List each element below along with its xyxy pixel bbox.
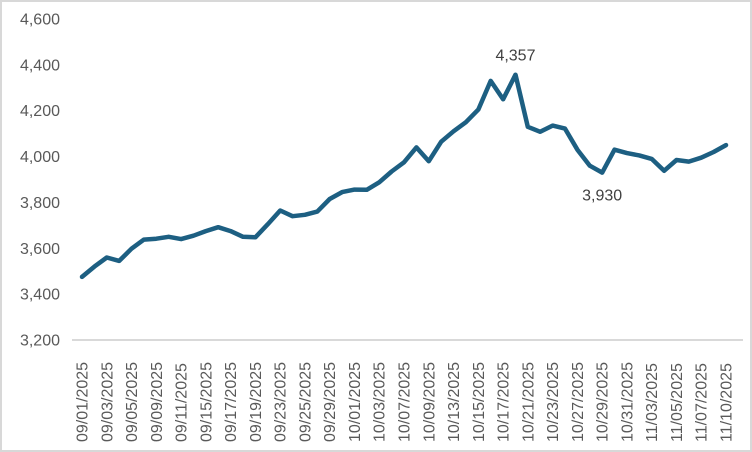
x-axis-tick-label: 10/23/2025 xyxy=(545,362,562,442)
y-axis-tick-label: 3,400 xyxy=(20,287,60,304)
x-axis-tick-label: 09/15/2025 xyxy=(198,362,215,442)
x-axis-tick-label: 10/07/2025 xyxy=(397,362,414,442)
x-axis-tick-label: 10/15/2025 xyxy=(471,362,488,442)
x-axis-tick-label: 11/07/2025 xyxy=(694,363,711,442)
x-axis-tick-label: 11/03/2025 xyxy=(644,363,661,442)
y-axis-tick-label: 3,200 xyxy=(20,333,60,350)
data-label-min: 3,930 xyxy=(582,188,622,205)
x-axis-tick-label: 09/17/2025 xyxy=(223,362,240,442)
x-axis-tick-label: 09/29/2025 xyxy=(322,362,339,442)
x-axis-tick-label: 09/01/2025 xyxy=(75,362,92,442)
x-axis-tick-label: 10/21/2025 xyxy=(520,362,537,442)
x-axis-tick-label: 09/03/2025 xyxy=(99,362,116,442)
y-axis-tick-label: 4,400 xyxy=(20,57,60,74)
y-axis-tick-label: 3,800 xyxy=(20,195,60,212)
x-axis-tick-label: 10/09/2025 xyxy=(421,362,438,442)
x-axis-tick-label: 10/01/2025 xyxy=(347,362,364,442)
y-axis-tick-label: 4,600 xyxy=(20,12,60,29)
x-axis-tick-label: 10/03/2025 xyxy=(372,362,389,442)
x-axis-tick-label: 09/25/2025 xyxy=(297,362,314,442)
x-axis-tick-label: 10/29/2025 xyxy=(595,362,612,442)
data-label-max: 4,357 xyxy=(495,48,535,65)
x-axis-tick-label: 11/10/2025 xyxy=(719,363,736,442)
x-axis-tick-label: 10/31/2025 xyxy=(619,362,636,442)
x-axis-tick-label: 09/09/2025 xyxy=(149,362,166,442)
x-axis-tick-label: 09/11/2025 xyxy=(174,363,191,442)
y-axis-tick-label: 4,000 xyxy=(20,149,60,166)
x-axis-tick-label: 10/13/2025 xyxy=(446,362,463,442)
x-axis-tick-label: 09/19/2025 xyxy=(248,362,265,442)
x-axis-tick-label: 10/27/2025 xyxy=(570,362,587,442)
y-axis-tick-label: 4,200 xyxy=(20,103,60,120)
x-axis-tick-label: 10/17/2025 xyxy=(496,362,513,442)
x-axis-tick-label: 11/05/2025 xyxy=(669,363,686,442)
x-axis-tick-label: 09/05/2025 xyxy=(124,362,141,442)
data-line-series xyxy=(79,72,729,280)
y-axis-tick-label: 3,600 xyxy=(20,241,60,258)
x-axis-tick-label: 09/23/2025 xyxy=(273,362,290,442)
